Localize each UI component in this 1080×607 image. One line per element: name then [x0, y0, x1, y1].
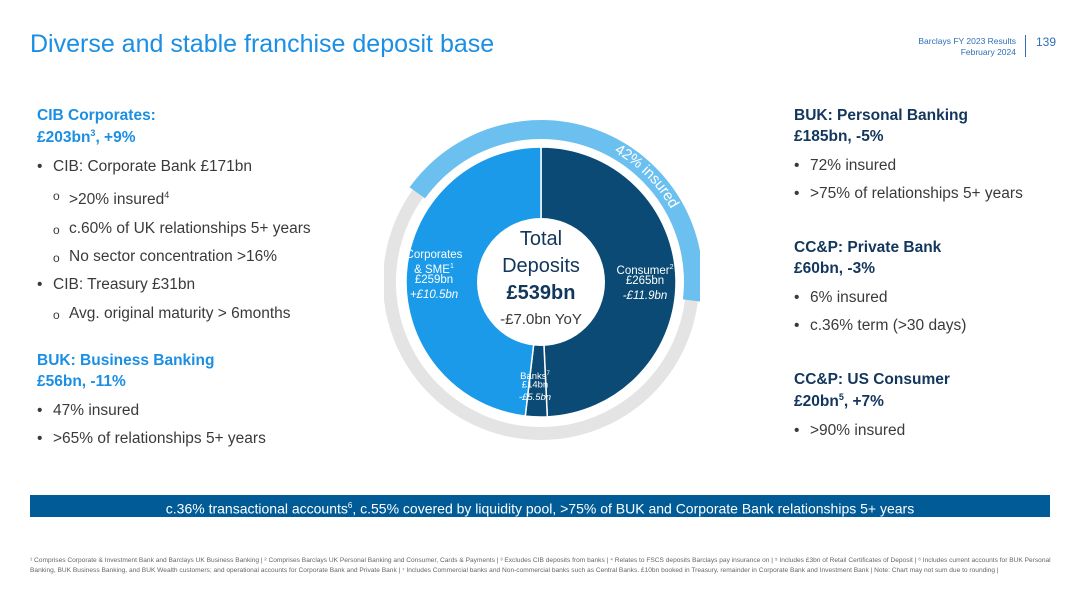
us-consumer-heading: CC&P: US Consumer £20bn5, +7%: [794, 371, 950, 411]
list-item: c.60% of UK relationships 5+ years: [37, 215, 377, 245]
cib-heading: CIB Corporates: £203bn3, +9%: [37, 107, 156, 147]
pie-slice-corporates-sme: [405, 146, 542, 417]
private-bank-list: 6% insured c.36% term (>30 days): [794, 284, 1064, 341]
list-item: >65% of relationships 5+ years: [37, 425, 377, 454]
us-consumer-list: >90% insured: [794, 417, 1064, 446]
list-item: >90% insured: [794, 417, 1064, 446]
report-name: Barclays FY 2023 Results: [918, 36, 1016, 46]
page-title: Diverse and stable franchise deposit bas…: [30, 30, 495, 58]
list-item: CIB: Corporate Bank £171bn: [37, 153, 377, 182]
center-yoy-value: -£7.0bn YoY: [500, 311, 582, 328]
cib-list: CIB: Corporate Bank £171bn >20% insured4…: [37, 153, 377, 330]
footnotes: ¹ Comprises Corporate & Investment Bank …: [30, 557, 1051, 574]
summary-banner: c.36% transactional accounts6, c.55% cov…: [30, 495, 1050, 517]
pie-slice-consumer: [540, 146, 677, 418]
list-item: >75% of relationships 5+ years: [794, 180, 1064, 209]
buk-business-list: 47% insured >65% of relationships 5+ yea…: [37, 397, 377, 454]
center-total-value: £539bn: [507, 282, 576, 304]
list-item: Avg. original maturity > 6months: [37, 300, 377, 330]
buk-personal-heading: BUK: Personal Banking £185bn, -5%: [794, 107, 968, 145]
buk-personal-section: BUK: Personal Banking £185bn, -5% 72% in…: [794, 106, 1064, 209]
list-item: >20% insured4: [37, 181, 377, 214]
center-deposits-label: Deposits: [502, 255, 580, 277]
center-total-label: Total: [520, 228, 562, 250]
report-date: February 2024: [960, 47, 1016, 58]
list-item: No sector concentration >16%: [37, 243, 377, 273]
buk-business-section: BUK: Business Banking £56bn, -11% 47% in…: [37, 351, 377, 454]
us-consumer-section: CC&P: US Consumer £20bn5, +7% >90% insur…: [794, 370, 1064, 446]
private-bank-section: CC&P: Private Bank £60bn, -3% 6% insured…: [794, 238, 1064, 341]
list-item: c.36% term (>30 days): [794, 312, 1064, 341]
deposits-donut-chart: 42% insured Total Deposits £539bn -£7.0bn Yo…: [383, 110, 703, 455]
insured-ring-arc: [409, 119, 703, 302]
private-bank-heading: CC&P: Private Bank £60bn, -3%: [794, 239, 942, 277]
report-meta: Barclays FY 2023 Results February 2024: [918, 36, 1016, 59]
buk-personal-list: 72% insured >75% of relationships 5+ yea…: [794, 152, 1064, 209]
donut-center: [477, 218, 605, 346]
buk-business-heading: BUK: Business Banking £56bn, -11%: [37, 352, 215, 390]
header-divider: [1025, 35, 1026, 57]
list-item: CIB: Treasury £31bn: [37, 271, 377, 300]
list-item: 72% insured: [794, 152, 1064, 181]
page-number: 139: [1035, 35, 1056, 49]
cib-corporates-section: CIB Corporates: £203bn3, +9% CIB: Corpor…: [37, 106, 377, 330]
list-item: 6% insured: [794, 284, 1064, 313]
banks-slice-label: Banks7 £14bn -£5.5bn: [519, 371, 551, 403]
consumer-slice-label: Consumer2 £265bn -£11.9bn: [617, 264, 674, 302]
list-item: 47% insured: [37, 397, 377, 426]
corporates-slice-label: Corporates & SME1 £259bn +£10.5bn: [406, 249, 463, 301]
